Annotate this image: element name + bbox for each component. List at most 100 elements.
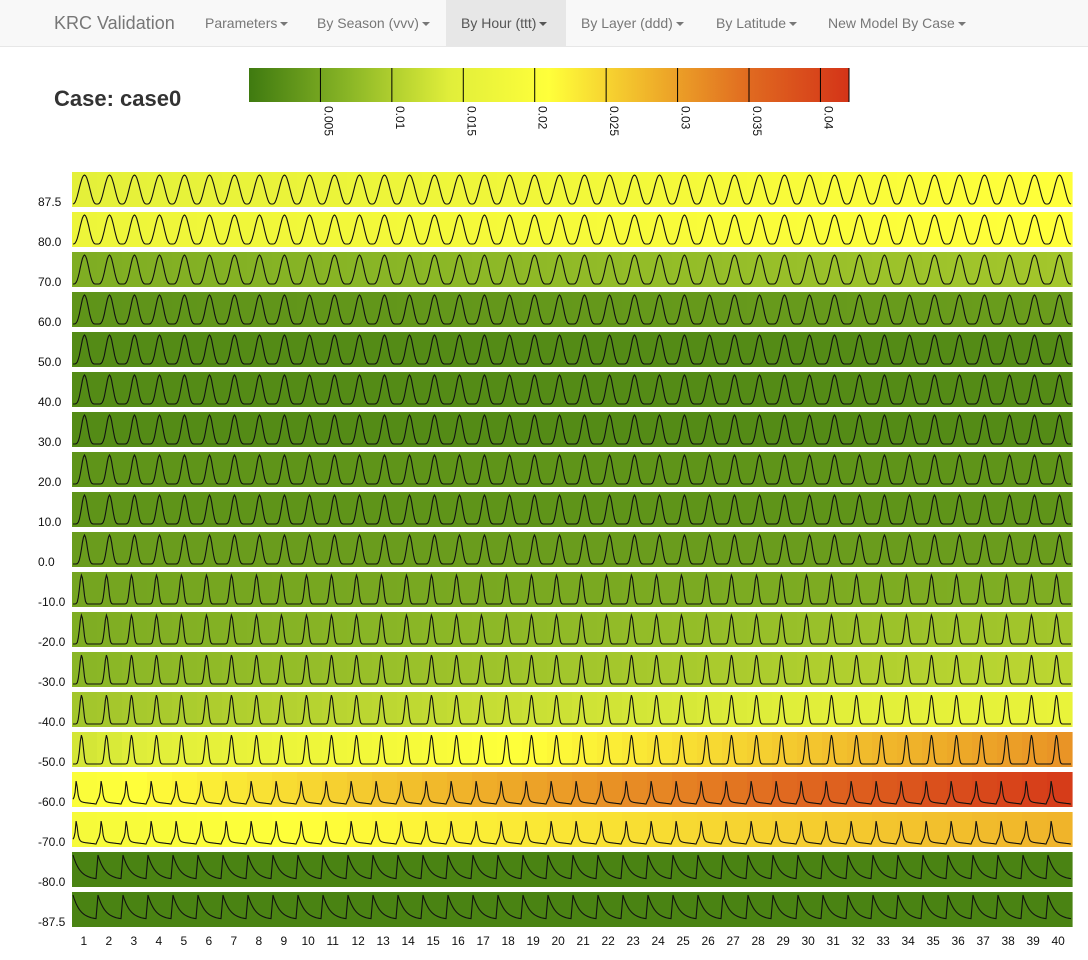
heatmap-cell	[797, 292, 823, 327]
heatmap-cell	[672, 492, 698, 527]
column-label: 15	[427, 934, 441, 948]
heatmap-cell	[997, 892, 1023, 927]
heatmap-row	[72, 772, 1073, 807]
heatmap-cell	[447, 492, 473, 527]
heatmap-cell	[122, 332, 148, 367]
heatmap-cell	[922, 532, 948, 567]
column-label: 14	[402, 934, 416, 948]
diurnal-curve	[72, 780, 1072, 805]
heatmap-cell	[597, 772, 623, 807]
heatmap-cell	[797, 892, 823, 927]
heatmap-cell	[672, 852, 698, 887]
heatmap-cell	[772, 652, 798, 687]
heatmap-cell	[597, 492, 623, 527]
column-label: 18	[502, 934, 516, 948]
row-label: -40.0	[38, 715, 66, 729]
heatmap-cell	[622, 372, 648, 407]
heatmap-cell	[497, 772, 523, 807]
heatmap-cell	[197, 612, 223, 647]
heatmap-cell	[447, 452, 473, 487]
heatmap-cell	[397, 412, 423, 447]
heatmap-cell	[422, 892, 448, 927]
nav-parameters[interactable]: Parameters	[193, 0, 300, 46]
heatmap-cell	[722, 852, 748, 887]
nav-by-season[interactable]: By Season (vvv)	[305, 0, 442, 46]
heatmap-cell	[72, 612, 98, 647]
heatmap-cell	[247, 692, 273, 727]
heatmap-cell	[722, 372, 748, 407]
heatmap-cell	[222, 412, 248, 447]
heatmap-cell	[547, 692, 573, 727]
heatmap-cell	[697, 892, 723, 927]
heatmap-cell	[97, 332, 123, 367]
heatmap-cell	[147, 652, 173, 687]
heatmap-cell	[597, 652, 623, 687]
heatmap-cell	[797, 452, 823, 487]
heatmap-row	[72, 892, 1073, 927]
heatmap-cell	[197, 852, 223, 887]
diurnal-curve	[73, 654, 1071, 685]
heatmap-cell	[372, 612, 398, 647]
heatmap-cell	[272, 372, 298, 407]
heatmap-cell	[647, 292, 673, 327]
heatmap-cell	[972, 612, 998, 647]
heatmap-cell	[322, 532, 348, 567]
heatmap-cell	[672, 412, 698, 447]
heatmap-row	[72, 372, 1073, 407]
nav-by-layer[interactable]: By Layer (ddd)	[569, 0, 696, 46]
heatmap-cell	[422, 612, 448, 647]
caret-down-icon	[421, 22, 430, 27]
row-label: -60.0	[38, 795, 66, 809]
heatmap-cell	[147, 292, 173, 327]
heatmap-cell	[297, 812, 323, 847]
column-label: 10	[302, 934, 316, 948]
heatmap-cell	[997, 372, 1023, 407]
heatmap-cell	[1047, 652, 1073, 687]
heatmap-cell	[97, 532, 123, 567]
heatmap-cell	[897, 652, 923, 687]
heatmap-cell	[547, 292, 573, 327]
diurnal-curve	[73, 612, 1071, 645]
heatmap-cell	[872, 532, 898, 567]
heatmap-cell	[222, 492, 248, 527]
heatmap-cell	[972, 532, 998, 567]
heatmap-cell	[497, 492, 523, 527]
column-label: 24	[652, 934, 666, 948]
heatmap-cell	[797, 532, 823, 567]
nav-new-model-by-case[interactable]: New Model By Case	[816, 0, 978, 46]
row-label: -70.0	[38, 835, 66, 849]
heatmap-cell	[322, 692, 348, 727]
heatmap-cell	[822, 292, 848, 327]
heatmap-cell	[647, 332, 673, 367]
heatmap-cell	[297, 572, 323, 607]
heatmap-cell	[997, 612, 1023, 647]
heatmap-cell	[672, 612, 698, 647]
heatmap-cell	[272, 332, 298, 367]
heatmap-cell	[497, 572, 523, 607]
colorbar-tick-label: 0.015	[464, 106, 478, 136]
heatmap-cell	[722, 292, 748, 327]
heatmap-cell	[997, 332, 1023, 367]
heatmap-cell	[847, 412, 873, 447]
heatmap-cell	[322, 292, 348, 327]
heatmap-cell	[972, 572, 998, 607]
brand-link[interactable]: KRC Validation	[54, 13, 175, 33]
heatmap-cell	[347, 332, 373, 367]
heatmap-cell	[597, 812, 623, 847]
heatmap-cell	[997, 572, 1023, 607]
nav-by-hour[interactable]: By Hour (ttt)	[446, 0, 566, 46]
heatmap-cell	[1047, 292, 1073, 327]
heatmap-cell	[447, 652, 473, 687]
heatmap-cell	[1022, 452, 1048, 487]
nav-by-latitude-label: By Latitude	[716, 15, 787, 31]
heatmap-cell	[947, 652, 973, 687]
heatmap-cell	[472, 292, 498, 327]
heatmap-cell	[497, 692, 523, 727]
heatmap-cell	[197, 652, 223, 687]
heatmap-cell	[622, 612, 648, 647]
nav-by-latitude[interactable]: By Latitude	[704, 0, 809, 46]
heatmap-cell	[897, 412, 923, 447]
heatmap-cell	[897, 572, 923, 607]
heatmap-cell	[672, 292, 698, 327]
heatmap-cell	[72, 332, 98, 367]
